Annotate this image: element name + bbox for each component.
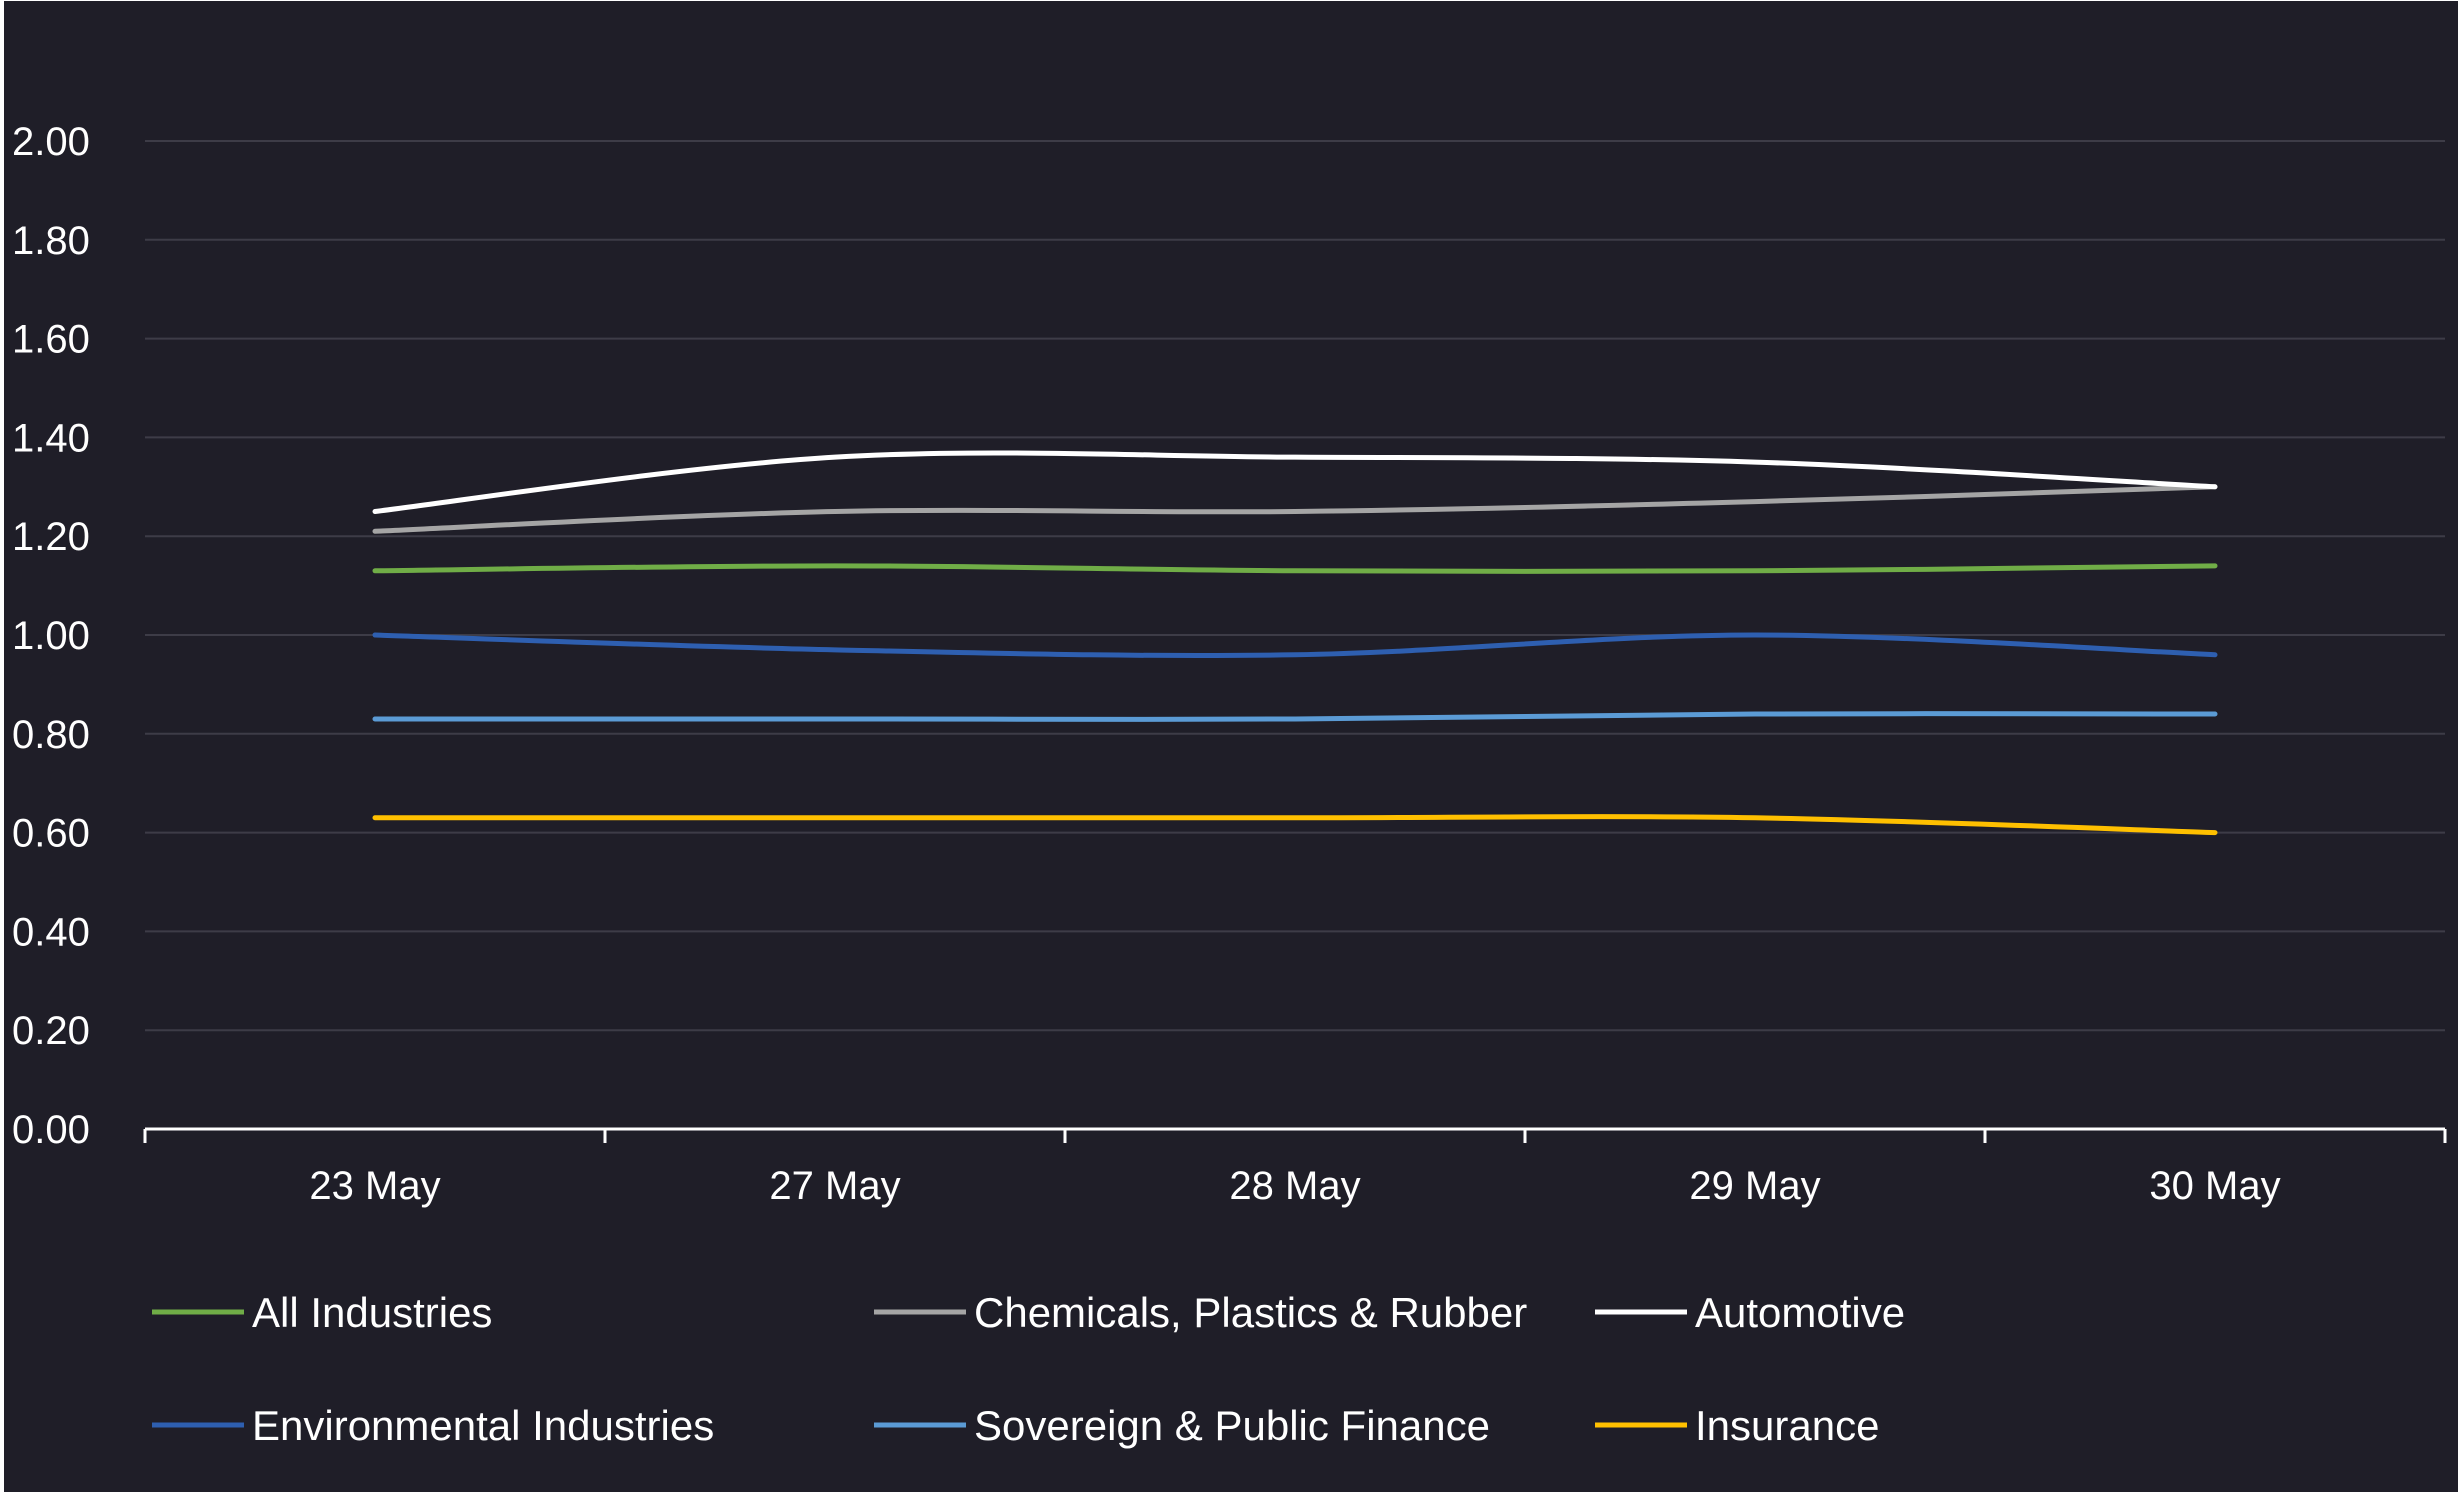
y-axis-ticks: 0.00 0.20 0.40 0.60 0.80 1.00 1.20 1.40 1.60 1.80… xyxy=(12,120,90,1152)
gridlines xyxy=(145,140,2445,1032)
series-line-sovereign-public-finance xyxy=(372,711,2218,722)
line-chart: 0.00 0.20 0.40 0.60 0.80 1.00 1.20 1.40 1.60 1.80… xyxy=(12,120,2447,1449)
legend: All Industries Chemicals, Plastics & Rubb… xyxy=(152,1289,1905,1449)
series-line-chemicals-plastics-rubber xyxy=(372,484,2218,534)
x-tick-label: 23 May xyxy=(309,1164,440,1208)
series-line-all-industries xyxy=(372,563,2218,574)
y-tick-label: 2.00 xyxy=(12,120,90,164)
series-line-environmental-industries xyxy=(372,632,2218,659)
legend-label: Environmental Industries xyxy=(252,1402,714,1449)
legend-item: Sovereign & Public Finance xyxy=(874,1402,1490,1449)
legend-label: Automotive xyxy=(1695,1289,1905,1336)
chart-area: 0.00 0.20 0.40 0.60 0.80 1.00 1.20 1.40 1.60 1.80… xyxy=(4,1,2458,1492)
legend-item: All Industries xyxy=(152,1289,492,1336)
series-line-automotive xyxy=(372,450,2218,514)
legend-label: All Industries xyxy=(252,1289,492,1336)
y-tick-label: 1.20 xyxy=(12,515,90,559)
legend-label: Chemicals, Plastics & Rubber xyxy=(974,1289,1527,1336)
x-tick-label: 27 May xyxy=(769,1164,900,1208)
y-tick-label: 0.00 xyxy=(12,1108,90,1152)
y-tick-label: 0.20 xyxy=(12,1009,90,1053)
y-tick-label: 1.00 xyxy=(12,614,90,658)
y-tick-label: 0.40 xyxy=(12,910,90,954)
x-tick-label: 28 May xyxy=(1229,1164,1360,1208)
y-tick-label: 1.80 xyxy=(12,219,90,263)
series-lines xyxy=(372,450,2218,836)
x-tick-label: 30 May xyxy=(2149,1164,2280,1208)
legend-label: Insurance xyxy=(1695,1402,1879,1449)
x-tick-label: 29 May xyxy=(1689,1164,1820,1208)
legend-item: Chemicals, Plastics & Rubber xyxy=(874,1289,1527,1336)
series-line-insurance xyxy=(372,814,2218,836)
y-tick-label: 0.80 xyxy=(12,713,90,757)
legend-item: Insurance xyxy=(1595,1402,1879,1449)
legend-item: Environmental Industries xyxy=(152,1402,714,1449)
y-tick-label: 1.60 xyxy=(12,318,90,362)
legend-item: Automotive xyxy=(1595,1289,1905,1336)
y-tick-label: 1.40 xyxy=(12,416,90,460)
legend-label: Sovereign & Public Finance xyxy=(974,1402,1490,1449)
x-axis: 23 May 27 May 28 May 29 May 30 May xyxy=(143,1127,2447,1208)
y-tick-label: 0.60 xyxy=(12,812,90,856)
